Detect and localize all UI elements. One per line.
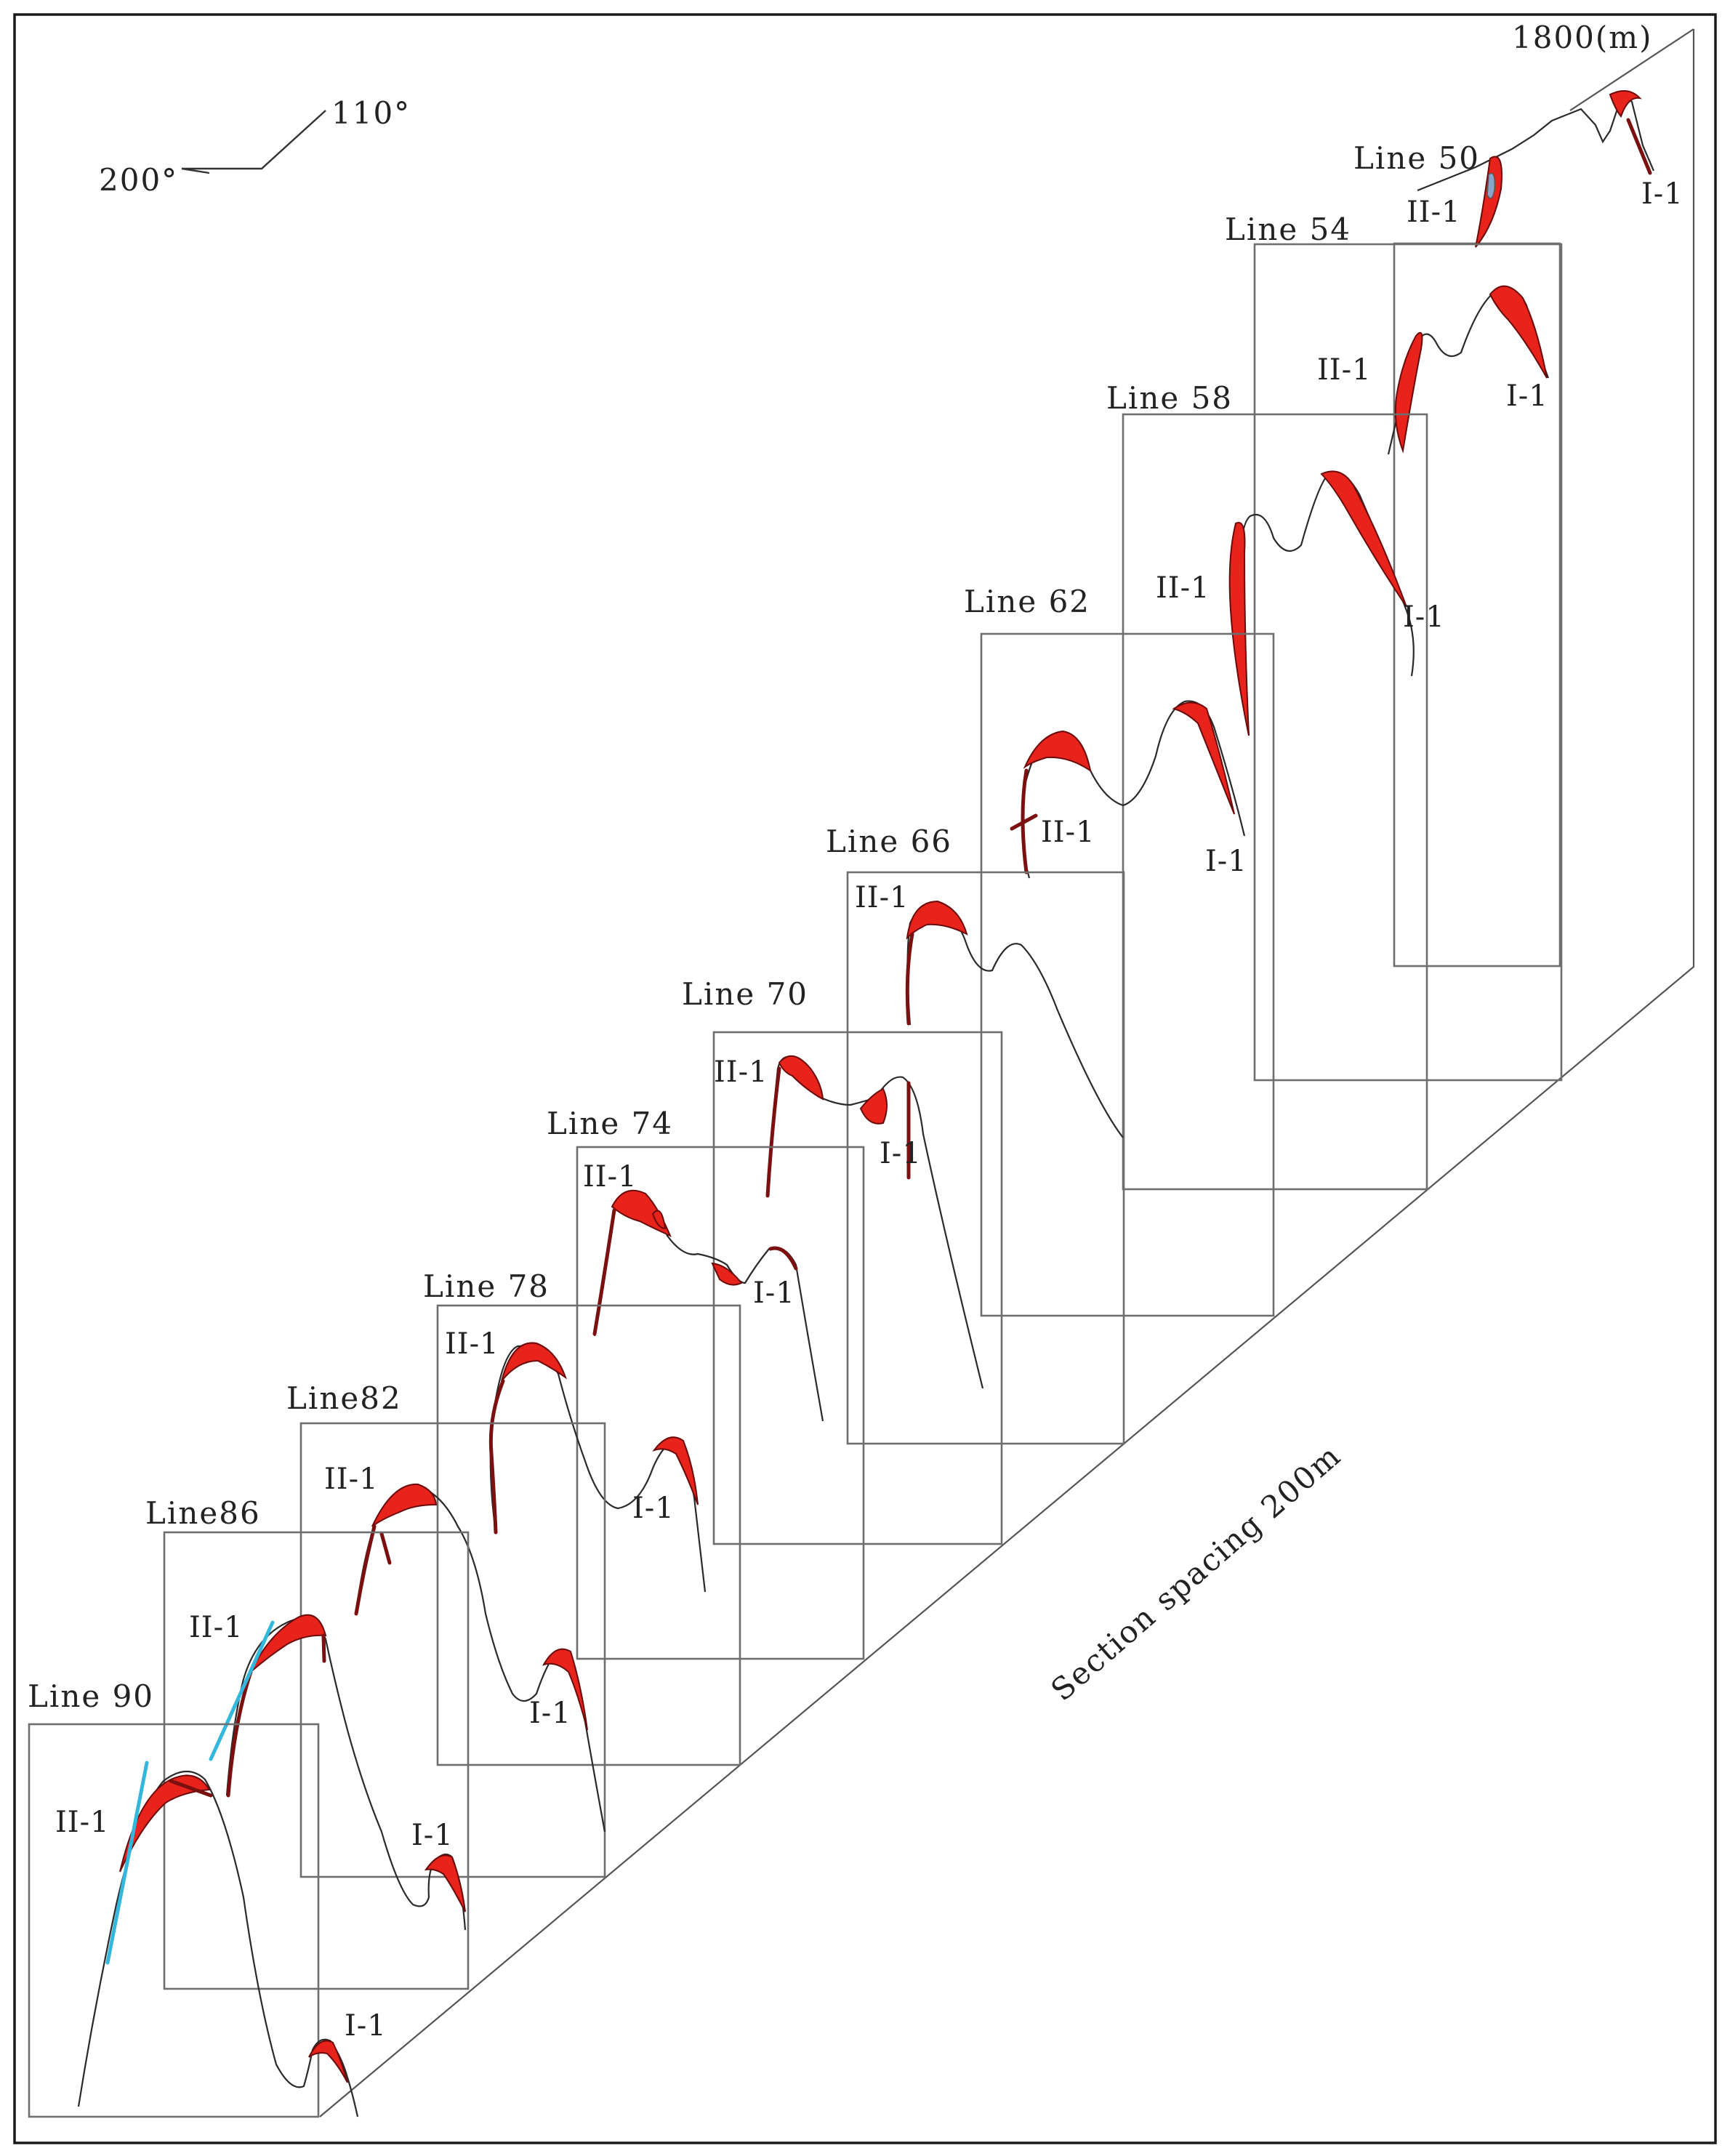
section-line-50: Line 50 II-1 I-1 (1353, 90, 1683, 968)
outer-frame (13, 13, 1717, 2144)
section-line-label: Line 90 (28, 1678, 154, 1714)
ore-label-ii-1: II-1 (1156, 571, 1210, 605)
section-line-label: Line 54 (1225, 212, 1351, 247)
section-frame (436, 1304, 741, 1766)
ore-body-i-1 (1320, 470, 1407, 608)
section-frame (846, 871, 1125, 1445)
ore-label-ii-1: II-1 (855, 881, 909, 914)
ore-label-i-1: I-1 (1506, 379, 1548, 413)
ore-body-i-1 (652, 1436, 699, 1505)
ore-label-i-1: I-1 (411, 1819, 454, 1852)
section-line-label: Line82 (286, 1380, 402, 1416)
ore-label-ii-1: II-1 (55, 1806, 110, 1839)
section-frame (712, 1031, 1003, 1545)
ore-body-ii-1 (1475, 156, 1502, 248)
ore-body-i-1 (1609, 90, 1642, 118)
fault-line (209, 1620, 275, 1761)
ore-label-ii-1: II-1 (583, 1160, 637, 1194)
ore-label-i-1: I-1 (529, 1697, 571, 1730)
ore-label-i-1: I-1 (753, 1276, 795, 1310)
ore-body-ii-1 (371, 1483, 438, 1527)
section-line-label: Line 78 (423, 1268, 550, 1304)
section-line-82: Line82 II-1 I-1 (286, 1380, 606, 1878)
section-line-70: Line 70 II-1 I-1 (682, 976, 1003, 1545)
section-line-label: Line 66 (826, 824, 952, 859)
ore-label-i-1: I-1 (1641, 177, 1683, 211)
ore-body-ii-1 (1023, 730, 1092, 773)
section-frame (1253, 243, 1563, 1082)
section-frame (576, 1146, 865, 1660)
ore-body-ii-1 (778, 1055, 824, 1101)
section-frame (980, 632, 1275, 1317)
orientation-marker: 200° 110° (99, 95, 411, 198)
ore-label-ii-1: II-1 (1407, 196, 1461, 229)
ore-body-ii-1 (611, 1189, 672, 1237)
elevation-label: 1800(m) (1512, 20, 1652, 55)
section-spacing-label: Section spacing 200m (1044, 1437, 1348, 1707)
ore-body-i-1 (308, 2040, 348, 2083)
section-line-66: Line 66 II-1 (826, 824, 1125, 1445)
section-line-86: Line86 II-1 I-1 (145, 1495, 470, 1990)
ore-label-i-1: I-1 (1403, 600, 1445, 634)
perspective-envelope (319, 28, 1695, 2117)
ore-label-i-1: I-1 (632, 1492, 675, 1525)
ore-body-ii-1 (501, 1342, 568, 1382)
ore-label-ii-1: II-1 (1041, 816, 1095, 849)
ore-body-ii-1 (906, 900, 968, 940)
ore-label-ii-1: II-1 (324, 1463, 379, 1496)
section-frame (28, 1723, 320, 2118)
section-frame (1122, 413, 1428, 1191)
ore-label-ii-1: II-1 (189, 1611, 244, 1644)
orientation-110-label: 110° (331, 95, 411, 131)
ore-body-ii-1 (1394, 331, 1423, 454)
ore-body-i-1 (711, 1262, 743, 1286)
section-line-label: Line 62 (964, 584, 1090, 619)
section-line-78: Line 78 II-1 I-1 (423, 1268, 741, 1766)
section-line-74: Line 74 II-1 I-1 (547, 1106, 865, 1660)
section-line-label: Line 58 (1106, 380, 1233, 416)
ore-label-ii-1: II-1 (714, 1055, 768, 1089)
section-line-58: Line 58 II-1 I-1 (1106, 380, 1445, 1191)
section-line-label: Line 74 (547, 1106, 673, 1141)
ore-body-ii-1 (250, 1614, 327, 1673)
ore-label-i-1: I-1 (345, 2009, 387, 2043)
section-line-label: Line86 (145, 1495, 261, 1531)
ore-body-i-1 (1489, 285, 1548, 379)
section-line-54: Line 54 II-1 I-1 (1225, 212, 1563, 1082)
ore-label-i-1: I-1 (880, 1137, 922, 1170)
ore-label-ii-1: II-1 (1317, 353, 1372, 387)
orientation-200-label: 200° (99, 162, 178, 198)
ore-label-i-1: I-1 (1205, 845, 1247, 878)
fault-line (105, 1761, 149, 1965)
ore-body-ii-1 (1228, 521, 1250, 736)
ore-body-ii-1 (119, 1774, 211, 1873)
section-line-90: Line 90 II-1 I-1 (28, 1678, 387, 2118)
section-frame (163, 1531, 470, 1990)
section-line-62: Line 62 II-1 I-1 (964, 584, 1275, 1317)
ore-body-i-1 (859, 1087, 888, 1125)
ore-body-i-1 (424, 1854, 466, 1912)
section-line-label: Line 50 (1353, 140, 1480, 176)
section-line-label: Line 70 (682, 976, 808, 1012)
ore-body-i-1 (1172, 701, 1235, 815)
ore-body-i-1 (542, 1648, 588, 1731)
ore-label-ii-1: II-1 (445, 1327, 499, 1361)
